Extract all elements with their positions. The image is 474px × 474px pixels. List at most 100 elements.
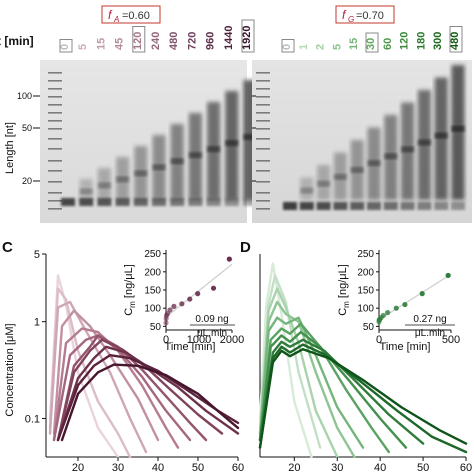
panel-c-letter: C	[2, 239, 13, 256]
inset-xtick-label-d-1: 500	[442, 334, 460, 346]
series-c-10	[60, 363, 240, 442]
series-d-5	[258, 322, 390, 454]
ladder-band-right-9	[256, 148, 270, 150]
inset-bg-d	[377, 246, 457, 332]
smear-right-10	[451, 65, 465, 200]
inset-ytick-label-c-3: 100	[144, 304, 161, 315]
band-right-4	[350, 167, 364, 173]
inset-c: Cm [ng/μL] Time [min] 0.09 ng μL.min 250 200 1…	[123, 246, 244, 353]
inset-c-xlabel: Time [min]	[165, 341, 216, 353]
series-d-3	[258, 300, 356, 459]
primer-band-right-2	[316, 202, 331, 210]
band-right-9	[434, 132, 448, 139]
band-right-6	[384, 153, 398, 160]
series-d-8	[258, 343, 468, 454]
ladder-band-left-3	[48, 96, 62, 98]
ladder-band-right-10	[256, 160, 270, 162]
primer-band-right-0	[283, 202, 297, 210]
band-left-6	[170, 158, 184, 165]
panel-d-letter: D	[240, 239, 251, 256]
primer-band-left-4	[133, 198, 148, 206]
inset-fit-c	[165, 263, 233, 318]
gel-right	[252, 60, 472, 223]
primer-band-left-9	[224, 198, 239, 206]
inset-d-xlabel: Time [min]	[380, 341, 431, 353]
ladder-band-left-11	[48, 170, 62, 172]
fa-label-subscript: A	[113, 15, 119, 24]
ladder-band-left-2	[48, 88, 62, 90]
lane-label-left-0: 0	[59, 44, 71, 50]
inset-ytick-label-c-4: 50	[150, 322, 162, 333]
inset-point-c-4	[167, 307, 173, 313]
inset-ytick-label-d-4: 50	[363, 322, 375, 333]
primer-band-left-10	[243, 198, 257, 206]
lane-label-left-8: 960	[205, 32, 217, 50]
series-c-8	[56, 345, 240, 442]
length-axis: Length [nt] 100 50 20	[4, 91, 256, 186]
ladder-band-right-13	[256, 192, 270, 194]
xtick-label-d-0: 20	[288, 462, 300, 474]
ladder-band-left-12	[48, 181, 62, 183]
length-axis-label: Length [nt]	[4, 122, 16, 174]
inset-d-rate-unit: μL.min	[415, 328, 445, 339]
fa-label-box: f A =0.60	[101, 5, 161, 24]
ladder-band-right-5	[256, 112, 270, 114]
xtick-label-d-1: 30	[331, 462, 343, 474]
lane-label-right-3: 5	[331, 44, 343, 50]
primer-band-left-3	[115, 198, 130, 206]
lane-label-left-10: 1920	[241, 26, 253, 50]
band-right-10	[451, 125, 465, 132]
lane-label-left-3: 45	[114, 38, 126, 50]
inset-d-rate-value: 0.27 ng	[413, 314, 446, 325]
inset-ytick-label-c-1: 200	[144, 267, 161, 278]
lane-label-right-10: 480	[449, 32, 461, 50]
band-right-1	[300, 187, 314, 194]
primer-band-right-4	[350, 202, 365, 210]
band-right-8	[417, 139, 431, 146]
band-left-5	[152, 164, 166, 171]
lane-label-left-6: 480	[168, 32, 180, 50]
smear-right-9	[434, 77, 448, 200]
primer-band-right-7	[400, 202, 415, 210]
lane-label-left-4: 120	[132, 32, 144, 50]
inset-point-d-10	[445, 272, 451, 279]
gel-left	[40, 60, 257, 223]
inset-ytick-label-c-2: 150	[144, 286, 161, 297]
ladder-band-right-7	[256, 128, 270, 130]
series-c-3	[52, 309, 160, 442]
ladder-band-left-5	[48, 112, 62, 114]
ladder-tick-20: 20	[22, 176, 32, 186]
primer-band-left-8	[206, 198, 221, 206]
series-d-2	[258, 287, 339, 459]
series-c-7	[56, 338, 224, 442]
ladder-band-left-0	[48, 72, 62, 74]
ladder-band-right-15	[256, 208, 270, 210]
xtick-label-c-2: 40	[152, 462, 164, 474]
lane-label-right-8: 180	[415, 32, 427, 50]
inset-xtick-label-c-1: 1000	[187, 334, 211, 346]
xtick-label-d-4: 60	[460, 462, 472, 474]
primer-band-left-7	[188, 198, 203, 206]
band-right-5	[367, 160, 381, 167]
lane-box-left-4	[132, 26, 146, 53]
concentration-axis-label: Concentration [μM]	[4, 323, 16, 416]
primer-band-right-3	[333, 202, 348, 210]
plot-d: 20 30 40 50 60	[258, 254, 472, 474]
lane-label-right-2: 2	[315, 44, 327, 50]
series-d-4	[258, 316, 365, 449]
inset-point-c-9	[210, 285, 217, 291]
ladder-band-right-11	[256, 170, 270, 172]
series-c-2	[48, 300, 148, 454]
inset-point-c-5	[171, 303, 177, 309]
xtick-label-c-0: 20	[72, 462, 84, 474]
primer-band-left-2	[97, 198, 112, 206]
lane-label-left-9: 1440	[223, 26, 235, 50]
plot-c: 20 30 40 50 60 5 1 0.1	[25, 249, 244, 474]
lane-box-right-0	[281, 39, 295, 53]
inset-point-d-7	[393, 305, 399, 311]
ytick-label-c-1: 1	[34, 317, 40, 329]
lane-label-left-1: 5	[77, 44, 89, 50]
primer-band-right-8	[417, 202, 432, 210]
inset-c-ylabel: Cm [ng/μL]	[123, 264, 137, 316]
